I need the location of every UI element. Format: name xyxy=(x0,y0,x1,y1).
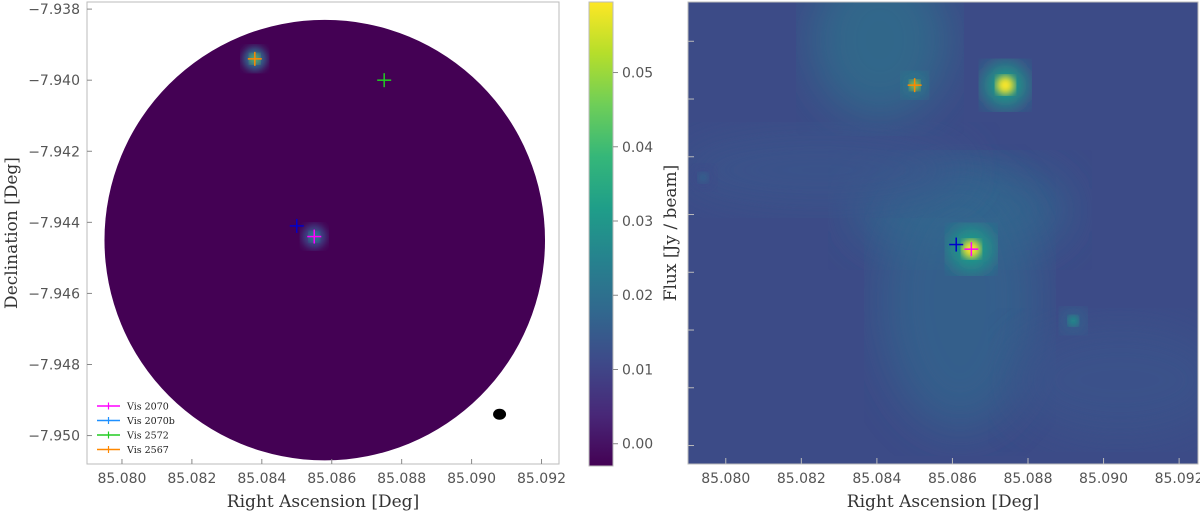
right-x-tick-label: 85.086 xyxy=(928,471,977,487)
marker-vis-2070b xyxy=(289,218,304,233)
marker-vis-2572 xyxy=(377,73,392,88)
colorbar-label: Flux [Jy / beam] xyxy=(661,165,681,302)
source-core xyxy=(698,172,709,183)
left-y-tick-label: −7.950 xyxy=(28,429,80,445)
left-y-tick-label: −7.942 xyxy=(28,144,80,160)
marker-vis-2567 xyxy=(247,51,262,66)
colorbar-tick-label: 0.04 xyxy=(622,140,653,156)
left-y-axis-label: Declination [Deg] xyxy=(2,157,22,309)
right-x-tick-label: 85.088 xyxy=(1004,471,1053,487)
marker-vis-2567 xyxy=(907,78,922,93)
colorbar-tick-label: 0.05 xyxy=(622,66,653,82)
source-core xyxy=(1068,315,1079,326)
legend-entry: Vis 2070 xyxy=(97,402,169,413)
diffuse-emission xyxy=(880,170,1040,430)
right-x-axis-label: Right Ascension [Deg] xyxy=(847,492,1039,512)
marker-vis-2070 xyxy=(964,242,979,257)
left-x-tick-label: 85.080 xyxy=(97,471,146,487)
left-y-tick-label: −7.940 xyxy=(28,73,80,89)
right-x-tick-label: 85.082 xyxy=(777,471,826,487)
legend-entry: Vis 2070b xyxy=(97,416,175,427)
legend-entry: Vis 2572 xyxy=(97,431,169,442)
diffuse-emission xyxy=(688,130,970,210)
right-x-tick-label: 85.092 xyxy=(1155,471,1200,487)
left-x-tick-label: 85.090 xyxy=(447,471,496,487)
legend-label: Vis 2070 xyxy=(126,402,169,413)
marker-vis-2070b xyxy=(949,237,964,252)
legend-label: Vis 2567 xyxy=(126,445,169,456)
left-heatmap-panel: Vis 2070 Vis 2070b Vis 2572 Vis 2567 85.080… xyxy=(2,1,566,512)
legend-entry: Vis 2567 xyxy=(97,445,169,456)
right-x-tick-label: 85.080 xyxy=(701,471,750,487)
left-x-axis-label: Right Ascension [Deg] xyxy=(227,492,419,512)
left-y-tick-label: −7.938 xyxy=(28,2,80,18)
legend-label: Vis 2070b xyxy=(126,416,175,427)
diffuse-emission xyxy=(1010,320,1198,440)
legend-label: Vis 2572 xyxy=(126,431,169,442)
left-legend: Vis 2070 Vis 2070b Vis 2572 Vis 2567 xyxy=(97,402,175,456)
left-y-tick-label: −7.946 xyxy=(28,286,80,302)
left-x-tick-label: 85.092 xyxy=(517,471,566,487)
left-x-tick-label: 85.084 xyxy=(237,471,286,487)
left-x-tick-label: 85.088 xyxy=(377,471,426,487)
right-heatmap-panel: 85.080 85.082 85.084 85.086 85.088 85.090 85.0… xyxy=(687,1,1200,512)
colorbar-tick-label: 0.03 xyxy=(622,214,653,230)
colorbar-tick-label: 0.00 xyxy=(622,437,653,453)
colorbar-tick-label: 0.02 xyxy=(622,288,653,304)
left-x-tick-label: 85.082 xyxy=(167,471,216,487)
marker-vis-2070 xyxy=(307,229,322,244)
left-y-tick-label: −7.948 xyxy=(28,357,80,373)
beam-ellipse xyxy=(493,408,507,420)
source-core xyxy=(996,76,1015,95)
right-x-tick-label: 85.084 xyxy=(852,471,901,487)
colorbar-gradient xyxy=(588,1,614,467)
right-plot-frame xyxy=(687,1,1199,465)
left-y-tick-label: −7.944 xyxy=(28,215,80,231)
colorbar: 0.00 0.01 0.02 0.03 0.04 0.05 Flux [Jy / beam… xyxy=(588,1,681,467)
left-x-tick-label: 85.086 xyxy=(307,471,356,487)
right-x-tick-label: 85.090 xyxy=(1079,471,1128,487)
colorbar-tick-label: 0.01 xyxy=(622,362,653,378)
